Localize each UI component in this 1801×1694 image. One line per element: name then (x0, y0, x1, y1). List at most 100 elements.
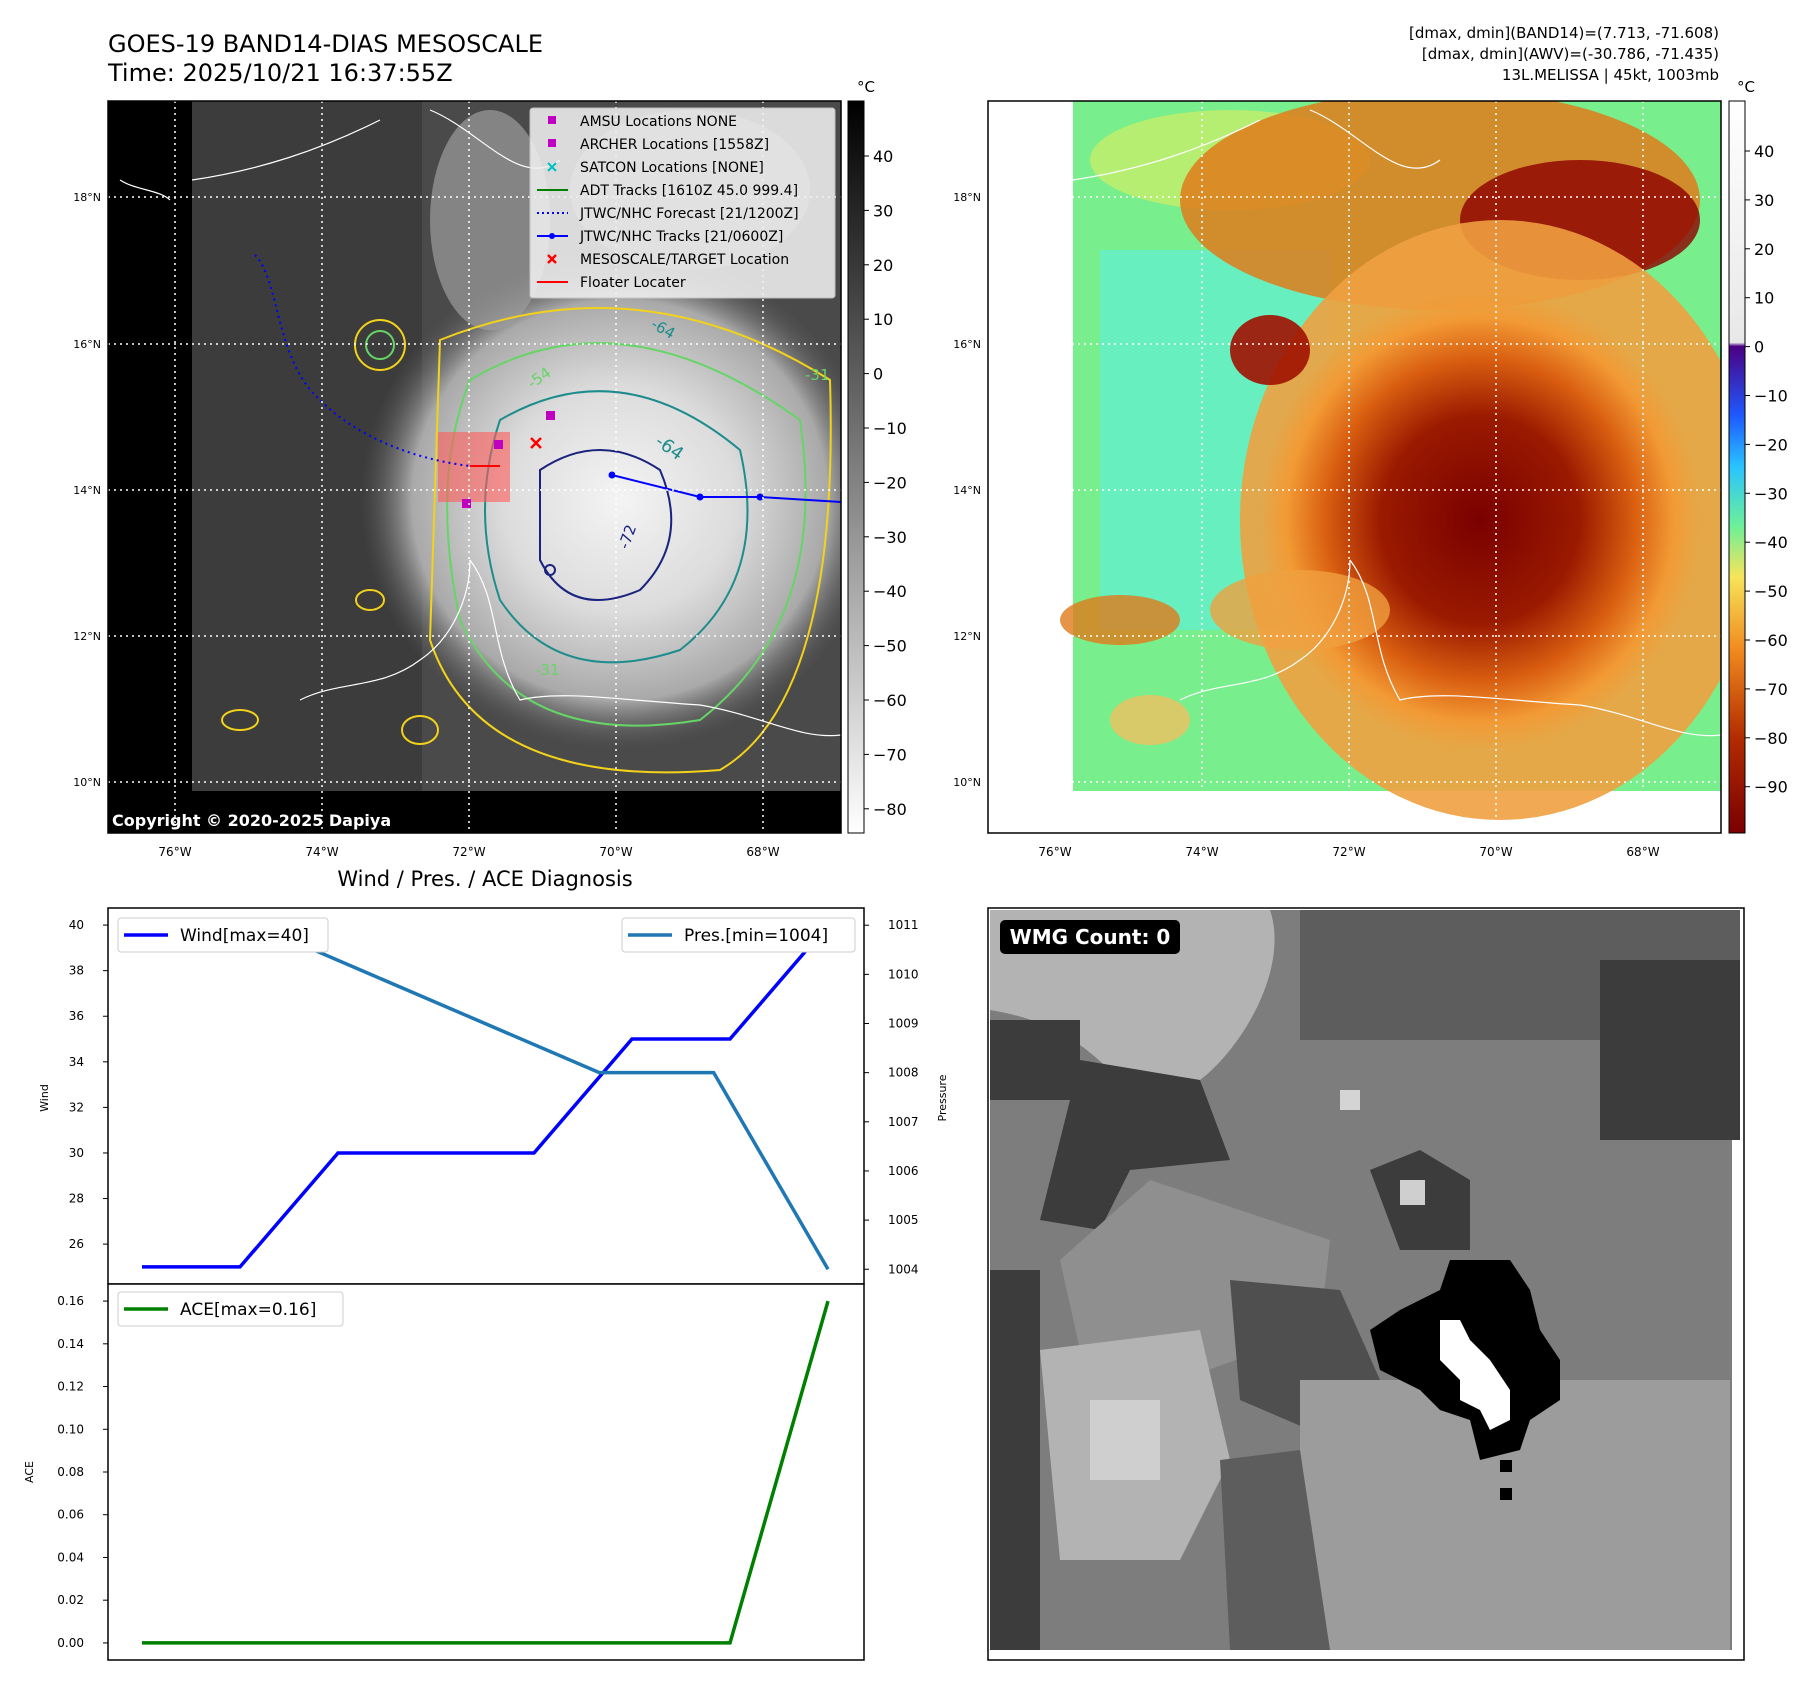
ir-colorbar-tick-label-1: 30 (873, 201, 893, 220)
awv-map-panel (988, 90, 1760, 833)
awv-colorbar-tick-label-10: −60 (1754, 631, 1788, 650)
ir-lon-labels: 76°W 74°W 72°W 70°W 68°W (158, 845, 779, 859)
awv-colorbar-tick-label-5: −10 (1754, 387, 1788, 406)
wind-ytick-2: 30 (69, 1146, 84, 1160)
amsu-marker-icon (548, 116, 556, 124)
ir-colorbar-tick-label-0: 40 (873, 147, 893, 166)
awv-colorbar-tick-label-9: −50 (1754, 582, 1788, 601)
awv-lon-70: 70°W (1479, 845, 1512, 859)
ir-colorbar-tick-label-5: −10 (873, 419, 907, 438)
ace-ytick-7: 0.14 (57, 1337, 84, 1351)
contour-label-6: -31 (805, 366, 830, 384)
ir-lon-72: 72°W (452, 845, 485, 859)
stats-band14: [dmax, dmin](BAND14)=(7.713, -71.608) (1409, 24, 1719, 42)
awv-lat-16: 16°N (953, 338, 981, 351)
ace-ytick-1: 0.02 (57, 1593, 84, 1607)
wind-ytick-6: 38 (69, 964, 84, 978)
pressure-ytick-3: 1007 (888, 1115, 919, 1129)
awv-colorbar-tick-label-2: 20 (1754, 240, 1774, 259)
ir-lat-14: 14°N (73, 484, 101, 497)
pressure-ytick-6: 1010 (888, 967, 919, 981)
awv-colorbar-tick-label-6: −20 (1754, 435, 1788, 454)
pressure-legend: Pres.[min=1004] (622, 918, 855, 952)
ir-lon-76: 76°W (158, 845, 191, 859)
awv-lon-74: 74°W (1185, 845, 1218, 859)
ace-legend-label: ACE[max=0.16] (180, 1300, 316, 1320)
ir-colorbar-tick-label-9: −50 (873, 637, 907, 656)
ace-ytick-8: 0.16 (57, 1294, 84, 1308)
legend-item-adt: ADT Tracks [1610Z 45.0 999.4] (580, 183, 798, 199)
ace-chart: 0.00 0.02 0.04 0.06 0.08 0.10 0.12 0.14 0.16 ACE… (23, 1284, 864, 1660)
ir-map-panel: -64 -54 -64 -72 -31 -31 AMS (108, 101, 880, 833)
ir-colorbar-unit: °C (857, 78, 875, 96)
wind-ytick-1: 28 (69, 1192, 84, 1206)
ace-ytick-3: 0.06 (57, 1508, 84, 1522)
copyright: Copyright © 2020-2025 Dapiya (112, 811, 391, 830)
wind-ytick-5: 36 (69, 1009, 84, 1023)
ir-lon-74: 74°W (305, 845, 338, 859)
awv-lon-68: 68°W (1626, 845, 1659, 859)
awv-lat-12: 12°N (953, 630, 981, 643)
awv-colorbar-tick-label-11: −70 (1754, 680, 1788, 699)
pressure-ytick-5: 1009 (888, 1017, 919, 1031)
stats-awv: [dmax, dmin](AWV)=(-30.786, -71.435) (1422, 45, 1719, 63)
ir-lat-10: 10°N (73, 776, 101, 789)
awv-colorbar-tick-label-0: 40 (1754, 142, 1774, 161)
pressure-ytick-2: 1006 (888, 1164, 919, 1178)
legend-item-forecast: JTWC/NHC Forecast [21/1200Z] (579, 206, 799, 222)
awv-lat-labels: 18°N 16°N 14°N 12°N 10°N (953, 191, 981, 789)
wind-ytick-0: 26 (69, 1237, 84, 1251)
awv-colorbar-tick-label-13: −90 (1754, 778, 1788, 797)
pressure-ytick-7: 1011 (888, 918, 919, 932)
ir-lon-68: 68°W (746, 845, 779, 859)
legend-item-tracks: JTWC/NHC Tracks [21/0600Z] (579, 229, 783, 245)
pressure-ytick-0: 1004 (888, 1262, 919, 1276)
ir-colorbar-tick-label-3: 10 (873, 310, 893, 329)
ace-axis-label: ACE (23, 1461, 36, 1483)
archer-marker-icon (548, 139, 556, 147)
figure-time: Time: 2025/10/21 16:37:55Z (107, 59, 453, 87)
awv-lat-14: 14°N (953, 484, 981, 497)
legend-item-amsu: AMSU Locations NONE (580, 114, 737, 130)
ir-colorbar-tick-label-10: −60 (873, 691, 907, 710)
wind-ytick-4: 34 (69, 1055, 84, 1069)
wind-pressure-chart: 2628303234363840100410051006100710081009… (38, 908, 949, 1284)
ir-lat-18: 18°N (73, 191, 101, 204)
awv-lat-10: 10°N (953, 776, 981, 789)
pressure-ytick-4: 1008 (888, 1066, 919, 1080)
ir-colorbar-tick-label-2: 20 (873, 256, 893, 275)
diag-title: Wind / Pres. / ACE Diagnosis (337, 867, 632, 891)
awv-lon-76: 76°W (1038, 845, 1071, 859)
ir-colorbar-tick-label-11: −70 (873, 745, 907, 764)
ace-ytick-0: 0.00 (57, 1636, 84, 1650)
ir-colorbar-tick-label-8: −40 (873, 582, 907, 601)
awv-colorbar-tick-label-8: −40 (1754, 533, 1788, 552)
ir-lat-16: 16°N (73, 338, 101, 351)
pressure-ytick-1: 1005 (888, 1213, 919, 1227)
awv-colorbar-tick-label-7: −30 (1754, 484, 1788, 503)
legend-item-floater: Floater Locater (580, 275, 686, 291)
ace-ytick-4: 0.08 (57, 1465, 84, 1479)
awv-imagery (1060, 90, 1760, 820)
pressure-legend-label: Pres.[min=1004] (684, 926, 828, 946)
awv-lon-72: 72°W (1332, 845, 1365, 859)
wmg-panel: WMG Count: 0 (988, 908, 1744, 1660)
awv-colorbar-tick-label-12: −80 (1754, 729, 1788, 748)
ir-colorbar-tick-label-7: −30 (873, 528, 907, 547)
wind-ytick-7: 40 (69, 918, 84, 932)
pressure-axis-label: Pressure (936, 1074, 949, 1121)
ace-ytick-2: 0.04 (57, 1550, 84, 1564)
ace-legend: ACE[max=0.16] (118, 1292, 343, 1326)
ir-colorbar-tick-label-6: −20 (873, 473, 907, 492)
legend-item-satcon: SATCON Locations [NONE] (580, 160, 764, 176)
awv-lat-18: 18°N (953, 191, 981, 204)
ir-lat-12: 12°N (73, 630, 101, 643)
ace-ytick-6: 0.12 (57, 1380, 84, 1394)
awv-lon-labels: 76°W 74°W 72°W 70°W 68°W (1038, 845, 1659, 859)
ir-colorbar-tick-label-4: 0 (873, 365, 883, 384)
ace-ytick-5: 0.10 (57, 1422, 84, 1436)
